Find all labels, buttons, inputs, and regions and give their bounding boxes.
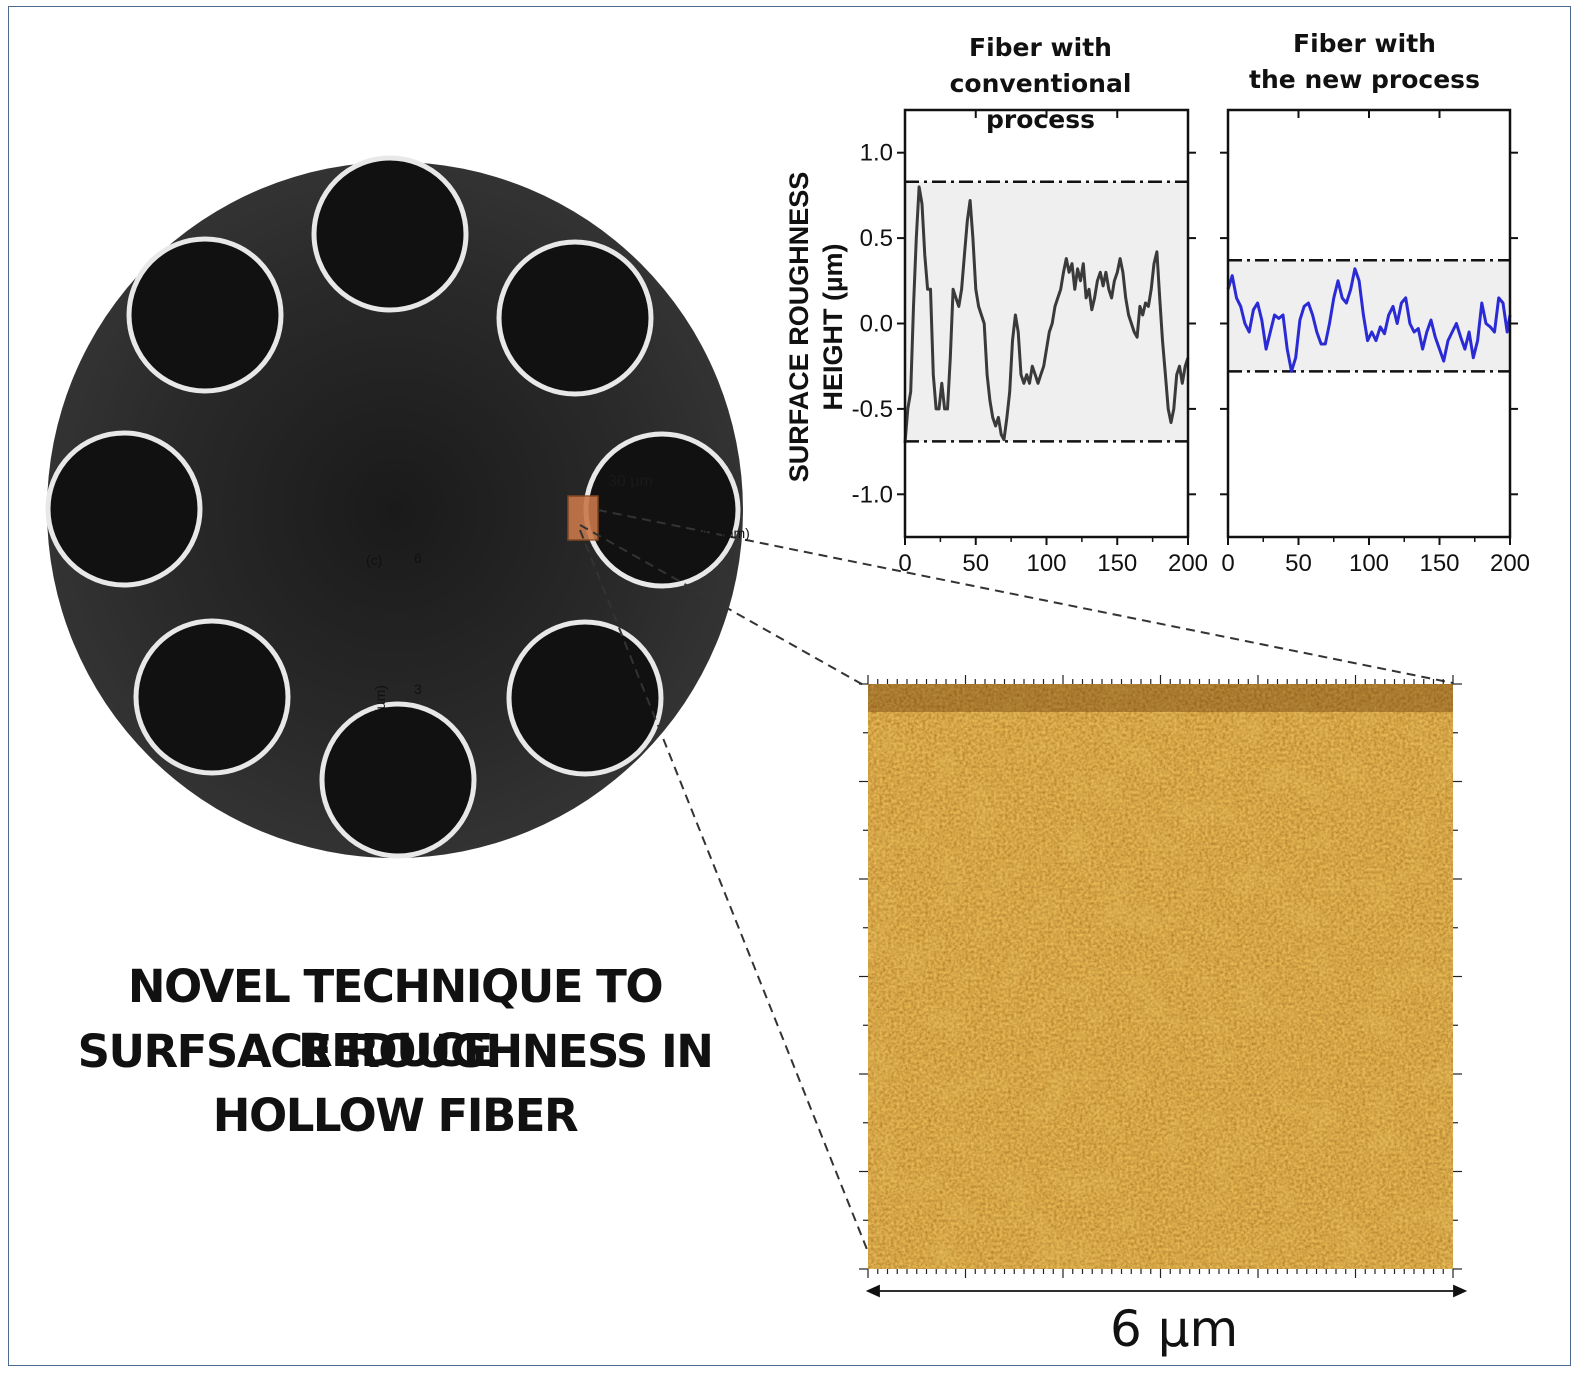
y-axis-label-line-1: SURFACE ROUGHNESS — [784, 171, 814, 483]
fiber-y-tick: 3 — [414, 681, 422, 697]
x-tick-label: 50 — [962, 550, 989, 577]
capillary-2 — [496, 239, 654, 397]
fiber-scale-label: 30 µm — [608, 473, 653, 490]
fiber-panel-label: (c) — [366, 552, 383, 568]
roughness-profile-line — [903, 185, 1190, 444]
headline-line-3: HOLLOW FIBER — [212, 1089, 579, 1142]
fiber-y-tick: 6 — [414, 550, 422, 566]
y-axis-label-line-2: HEIGHT (µm) — [818, 243, 848, 411]
chart-left-title-line-1: Fiber with — [969, 33, 1112, 62]
y-tick-label: -1.0 — [852, 481, 893, 508]
capillary-3 — [583, 431, 741, 589]
fiber-dh-label: Δh (nm) — [700, 525, 750, 541]
chart-left-title-line-2: conventional process — [949, 69, 1132, 134]
x-tick-label: 100 — [1026, 550, 1066, 577]
capillary-5 — [319, 701, 477, 859]
capillary-8 — [126, 236, 284, 394]
afm-scan-image — [868, 684, 1453, 1269]
x-tick-label: 100 — [1349, 550, 1389, 577]
x-tick-label: 0 — [1221, 550, 1234, 577]
zoom-region-marker — [567, 495, 599, 541]
capillary-7 — [45, 430, 203, 588]
figure-frame — [8, 6, 1571, 1366]
chart-right-title-line-1: Fiber with — [1293, 29, 1436, 58]
y-tick-label: 1.0 — [860, 140, 893, 167]
chart-right-title-line-2: the new process — [1249, 65, 1480, 94]
roughness-band — [1228, 260, 1510, 372]
fiber-cross-section — [45, 155, 743, 859]
headline-line-1: NOVEL TECHNIQUE TO REDUCE — [127, 960, 664, 1077]
fiber-y-axis-label: y (µm) — [372, 685, 388, 725]
capillary-4 — [506, 619, 664, 777]
chart-conventional: 0 50 100 150 200 -1.0 -0.5 0.0 0.5 1.0 — [852, 108, 1208, 577]
x-tick-label: 150 — [1097, 550, 1137, 577]
x-tick-label: 150 — [1419, 550, 1459, 577]
zoom-connectors — [579, 509, 1454, 1258]
x-tick-label: 200 — [1490, 550, 1530, 577]
headline-line-2: SURFSACE ROUGHNESS IN — [77, 1025, 714, 1078]
chart-new-process: 0 50 100 150 200 — [1220, 108, 1530, 577]
x-tick-label: 50 — [1285, 550, 1312, 577]
afm-scale-label: 6 µm — [1110, 1300, 1239, 1358]
capillary-1 — [311, 155, 469, 313]
y-tick-label: -0.5 — [852, 396, 893, 423]
fiber-y-tick: 0 — [414, 826, 422, 842]
capillary-6 — [133, 618, 291, 776]
y-tick-label: 0.0 — [860, 311, 893, 338]
afm-axis-ticks — [859, 675, 1462, 1278]
x-tick-label: 200 — [1168, 550, 1208, 577]
scale-bar-arrow — [865, 1284, 1468, 1298]
y-tick-label: 0.5 — [860, 225, 893, 252]
x-tick-label: 0 — [898, 550, 911, 577]
roughness-profile-line — [1226, 267, 1512, 373]
